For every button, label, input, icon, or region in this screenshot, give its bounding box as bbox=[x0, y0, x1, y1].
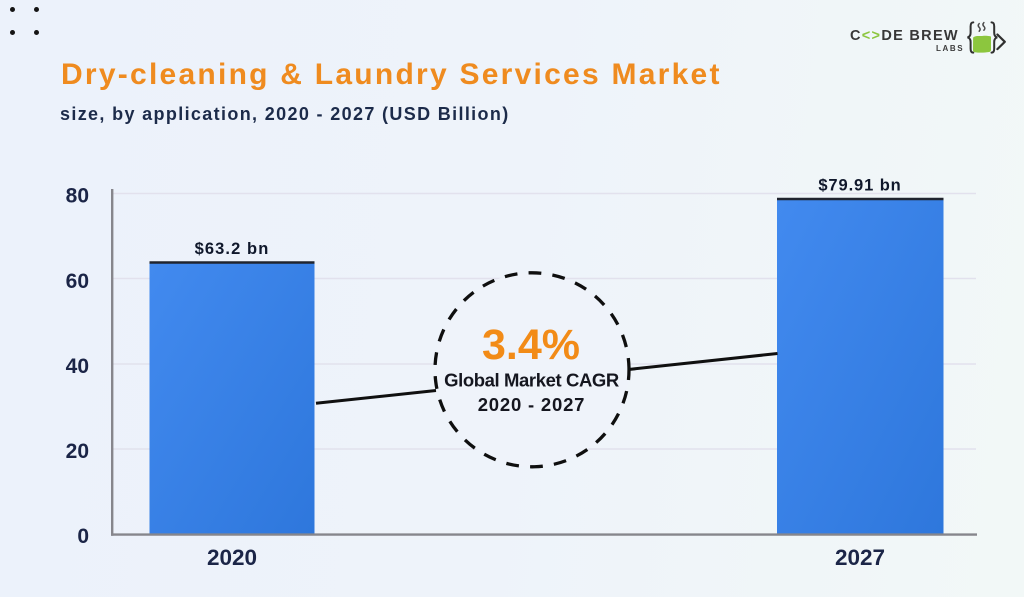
svg-text:2027: 2027 bbox=[835, 545, 885, 570]
svg-text:3.4%: 3.4% bbox=[482, 321, 580, 369]
svg-text:40: 40 bbox=[66, 355, 89, 378]
svg-text:60: 60 bbox=[66, 270, 89, 293]
svg-text:2020: 2020 bbox=[207, 545, 257, 570]
svg-text:$63.2 bn: $63.2 bn bbox=[195, 240, 270, 258]
svg-text:80: 80 bbox=[66, 185, 89, 208]
svg-text:0: 0 bbox=[77, 525, 89, 548]
svg-text:Global Market CAGR: Global Market CAGR bbox=[444, 370, 619, 391]
svg-text:2020 - 2027: 2020 - 2027 bbox=[478, 394, 586, 415]
svg-text:20: 20 bbox=[66, 440, 89, 463]
svg-text:$79.91 bn: $79.91 bn bbox=[818, 177, 901, 195]
